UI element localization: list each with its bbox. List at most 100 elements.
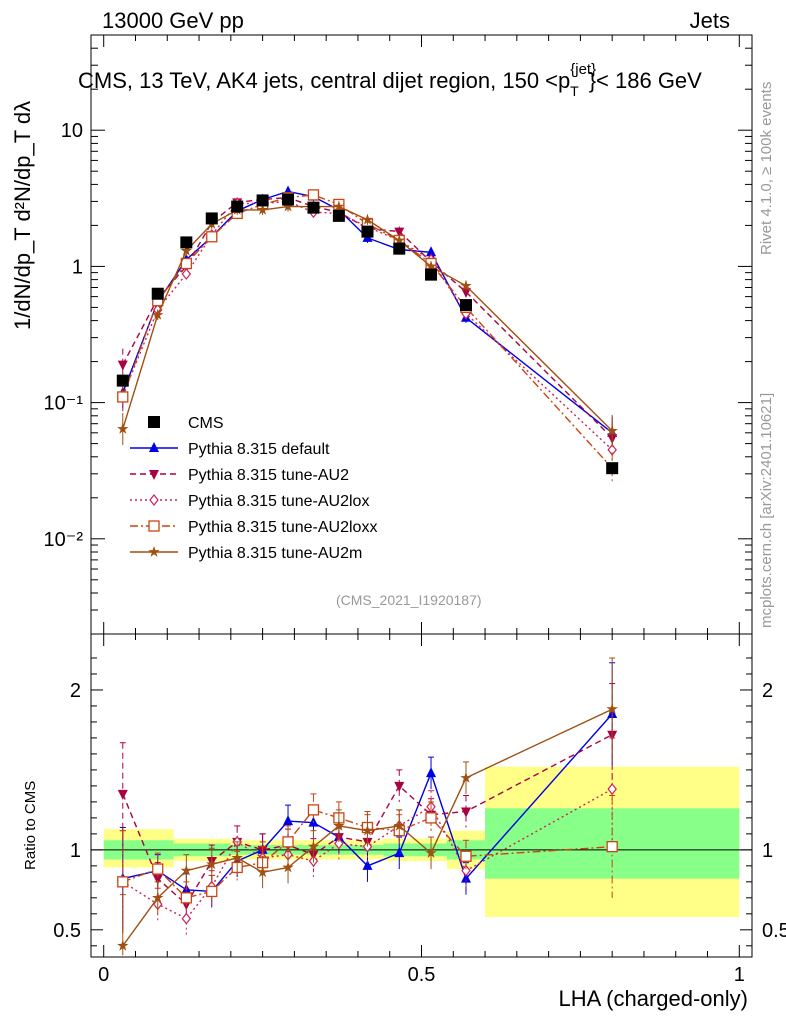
series-layer <box>116 185 619 956</box>
legend-item: Pythia 8.315 tune-AU2 <box>130 467 349 484</box>
series-ratio-point <box>393 819 405 831</box>
legend-item: Pythia 8.315 default <box>130 441 330 458</box>
y-tick-label: 10 <box>61 120 83 142</box>
legend-label: Pythia 8.315 default <box>188 441 330 458</box>
cms-data <box>116 193 619 475</box>
legend-label: Pythia 8.315 tune-AU2lox <box>188 493 369 510</box>
legend-item: CMS <box>148 415 224 432</box>
series-line <box>122 190 613 434</box>
plot-title: CMS, 13 TeV, AK4 jets, central dijet reg… <box>78 61 702 99</box>
x-tick-label: 0 <box>98 964 109 986</box>
series-ratio-point <box>425 812 437 824</box>
series-ratio-point <box>334 837 344 850</box>
series-point <box>117 423 129 434</box>
series-point <box>333 200 345 212</box>
analysis-reference: (CMS_2021_I1920187) <box>336 592 482 608</box>
rivet-version: Rivet 4.1.0, ≥ 100k events <box>758 81 775 255</box>
cms-data-point <box>606 462 619 475</box>
ratio-axis-label: Ratio to CMS <box>22 780 39 870</box>
cms-data-point <box>151 287 164 300</box>
cms-data-point <box>361 225 374 238</box>
series-ratio-point <box>460 872 471 883</box>
series-ratio-line <box>122 788 613 920</box>
series-ratio-point <box>231 851 243 863</box>
series-ratio-point <box>152 874 163 885</box>
series-ratio-point <box>206 885 218 898</box>
series-line <box>122 196 613 439</box>
legend-marker <box>149 442 159 452</box>
cms-data-point <box>282 193 295 206</box>
ratio-tick-label: 1 <box>762 840 773 862</box>
series-ratio-point <box>394 847 405 858</box>
series-ratio-point <box>181 912 192 925</box>
plot-title-end: }< 186 GeV <box>588 68 702 93</box>
legend-marker <box>148 520 160 532</box>
cms-data-point <box>180 236 193 249</box>
series-point <box>361 213 374 225</box>
plot-title-sup: {jet} <box>570 61 597 78</box>
mcplots-credit: mcplots.cern.ch [arXiv:2401.10621] <box>758 392 775 628</box>
legend-label: Pythia 8.315 tune-AU2loxx <box>188 519 377 536</box>
series-ratio-point <box>425 847 437 858</box>
ratio-tick-label: 0.5 <box>53 920 81 942</box>
legend-marker <box>149 470 159 480</box>
series-ratio-point <box>180 892 192 904</box>
plot-title-main: CMS, 13 TeV, AK4 jets, central dijet reg… <box>78 68 571 93</box>
legend-item: Pythia 8.315 tune-AU2loxx <box>130 519 377 536</box>
series-point <box>282 200 294 212</box>
process-label: Jets <box>689 8 730 33</box>
y-tick-label: 1 <box>72 256 83 278</box>
cms-data-point <box>307 201 320 214</box>
series-ratio-point <box>460 807 471 818</box>
legend-marker <box>148 416 160 428</box>
series-point <box>181 268 192 280</box>
y-axis-label: 1/dN/dp_T d²N/dp_T dλ <box>10 101 35 330</box>
series-ratio-line <box>122 713 613 893</box>
series-ratio-point <box>362 859 373 870</box>
ratio-tick-label: 1 <box>70 840 81 862</box>
series-ratio-point <box>333 819 345 831</box>
series-ratio-point <box>607 783 617 796</box>
series-point <box>256 203 269 215</box>
series-point <box>606 424 618 436</box>
legend-item: Pythia 8.315 tune-AU2lox <box>130 493 369 510</box>
cms-data-point <box>256 194 269 207</box>
series-ratio-point <box>461 864 471 877</box>
x-axis-label: LHA (charged-only) <box>558 986 748 1011</box>
cms-data-point <box>231 200 244 213</box>
series-point <box>117 391 129 403</box>
series-ratio-point <box>117 939 129 951</box>
series-ratio-point <box>117 876 129 888</box>
series-point <box>152 309 164 320</box>
legend-marker <box>149 494 159 506</box>
series-ratio-point <box>282 836 294 848</box>
legend: CMS Pythia 8.315 default Pythia 8.315 tune… <box>130 415 377 562</box>
legend-item: Pythia 8.315 tune-AU2m <box>130 545 362 562</box>
series-ratio-point <box>256 866 269 878</box>
series-ratio-point <box>460 850 472 862</box>
beam-label: 13000 GeV pp <box>102 8 244 33</box>
legend-marker <box>148 546 160 557</box>
series-ratio-point <box>152 891 164 903</box>
series-point <box>426 246 437 257</box>
x-tick-label: 0.5 <box>408 964 436 986</box>
series-ratio-point <box>307 840 320 852</box>
series-point <box>460 279 472 291</box>
series-ratio-point <box>283 815 294 826</box>
series-point <box>460 287 471 298</box>
series-ratio-point <box>206 858 218 870</box>
legend-label: Pythia 8.315 tune-AU2 <box>188 467 349 484</box>
ratio-tick-label: 0.5 <box>762 920 786 942</box>
legend-label: Pythia 8.315 tune-AU2m <box>188 545 362 562</box>
series-ratio-point <box>606 703 618 714</box>
series-point <box>117 360 128 371</box>
series-point <box>393 234 405 246</box>
axis-ticks: 0 0.5 1 10⁻² 10⁻¹ 1 10 0.5 0.5 1 1 2 2 1/dN/dp_T d²N/… <box>10 34 786 986</box>
series-ratio-point <box>282 861 294 873</box>
cms-data-point <box>425 268 438 281</box>
cms-data-point <box>332 209 345 222</box>
series-ratio-point <box>426 767 437 778</box>
ratio-tick-label: 2 <box>762 680 773 702</box>
series-ratio-point <box>394 781 405 792</box>
